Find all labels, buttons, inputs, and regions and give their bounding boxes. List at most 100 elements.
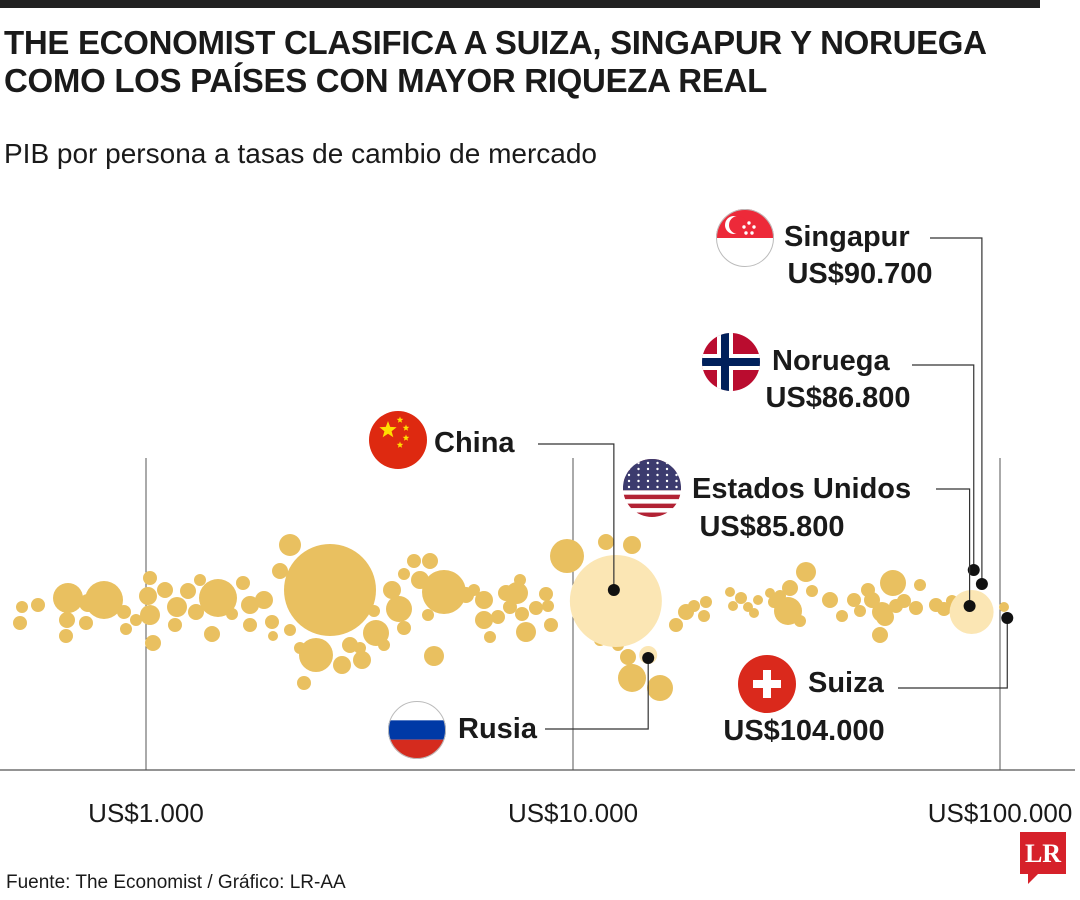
country-bubble bbox=[59, 612, 75, 628]
country-bubble bbox=[623, 536, 641, 554]
norway-value: US$86.800 bbox=[765, 382, 910, 414]
country-bubble bbox=[782, 580, 798, 596]
country-bubble bbox=[299, 638, 333, 672]
country-bubble bbox=[59, 629, 73, 643]
country-bubble bbox=[796, 562, 816, 582]
country-bubble bbox=[700, 596, 712, 608]
country-bubble bbox=[909, 601, 923, 615]
switzerland-label: Suiza bbox=[808, 667, 885, 699]
leader-lines bbox=[538, 237, 1014, 730]
country-bubble bbox=[514, 574, 526, 586]
country-bubble bbox=[620, 649, 636, 665]
usa-value: US$85.800 bbox=[699, 511, 844, 543]
country-bubble bbox=[31, 598, 45, 612]
country-bubble bbox=[544, 618, 558, 632]
country-bubble bbox=[422, 553, 438, 569]
axis-ticks: US$1.000 US$10.000 US$100.000 bbox=[88, 798, 1072, 828]
country-bubble bbox=[806, 585, 818, 597]
country-bubble bbox=[503, 600, 517, 614]
country-bubble bbox=[999, 602, 1009, 612]
norway-dot bbox=[967, 564, 980, 576]
china-leader bbox=[538, 443, 615, 590]
country-bubble bbox=[506, 582, 528, 604]
country-bubble bbox=[85, 581, 123, 619]
country-bubble bbox=[765, 588, 775, 598]
country-bubble bbox=[422, 570, 466, 614]
country-bubble bbox=[515, 607, 529, 621]
country-bubble bbox=[139, 587, 157, 605]
country-bubble bbox=[199, 579, 237, 617]
country-bubble bbox=[333, 656, 351, 674]
source-note: Fuente: The Economist / Gráfico: LR-AA bbox=[6, 872, 346, 893]
country-bubble bbox=[140, 605, 160, 625]
country-bubble bbox=[735, 592, 747, 604]
country-bubble bbox=[167, 597, 187, 617]
country-bubble bbox=[255, 591, 273, 609]
country-bubble bbox=[79, 616, 93, 630]
country-bubble bbox=[180, 583, 196, 599]
title-line-1: THE ECONOMIST CLASIFICA A SUIZA, SINGAPU… bbox=[4, 24, 987, 61]
country-bubble bbox=[354, 642, 366, 654]
country-bubble bbox=[117, 605, 131, 619]
country-bubble bbox=[145, 635, 161, 651]
chart-subtitle: PIB por persona a tasas de cambio de mer… bbox=[4, 138, 598, 169]
country-bubble bbox=[897, 594, 911, 608]
usa-label: Estados Unidos bbox=[692, 473, 911, 505]
country-bubble bbox=[236, 576, 250, 590]
usa-leader bbox=[936, 488, 971, 606]
country-bubble bbox=[880, 570, 906, 596]
logo-text: LR bbox=[1025, 839, 1061, 868]
country-bubble bbox=[226, 608, 238, 620]
russia-label: Rusia bbox=[458, 713, 538, 745]
switzerland-flag bbox=[738, 655, 796, 713]
country-bubble bbox=[268, 631, 278, 641]
country-bubble bbox=[698, 610, 710, 622]
country-bubble bbox=[188, 604, 204, 620]
switzerland-dot bbox=[1001, 612, 1014, 624]
norway-flag bbox=[702, 333, 760, 391]
country-bubble bbox=[16, 601, 28, 613]
singapore-flag bbox=[716, 209, 774, 267]
country-bubble bbox=[265, 615, 279, 629]
country-bubble bbox=[669, 618, 683, 632]
country-bubble bbox=[475, 591, 493, 609]
norway-leader bbox=[912, 364, 975, 570]
singapore-value: US$90.700 bbox=[787, 258, 932, 290]
country-bubble bbox=[542, 600, 554, 612]
country-bubble bbox=[284, 624, 296, 636]
top-rule bbox=[0, 0, 1040, 8]
chart-title: THE ECONOMIST CLASIFICA A SUIZA, SINGAPU… bbox=[4, 24, 1074, 100]
country-bubble bbox=[688, 600, 700, 612]
country-bubble bbox=[13, 616, 27, 630]
country-bubble bbox=[297, 676, 311, 690]
country-bubble bbox=[728, 601, 738, 611]
country-bubble bbox=[397, 621, 411, 635]
country-bubble bbox=[598, 534, 614, 550]
china-flag bbox=[369, 411, 427, 469]
country-bubble bbox=[157, 582, 173, 598]
russia-dot bbox=[642, 652, 655, 664]
country-bubble bbox=[475, 611, 493, 629]
country-bubble bbox=[350, 567, 366, 583]
norway-label: Noruega bbox=[772, 345, 891, 377]
russia-flag bbox=[388, 701, 446, 759]
country-bubble bbox=[822, 592, 838, 608]
country-bubble bbox=[914, 579, 926, 591]
country-bubble bbox=[422, 609, 434, 621]
country-bubble bbox=[383, 581, 401, 599]
country-bubble bbox=[130, 614, 142, 626]
country-bubble bbox=[120, 623, 132, 635]
country-bubble bbox=[550, 539, 584, 573]
country-bubble bbox=[794, 615, 806, 627]
country-bubble bbox=[342, 637, 358, 653]
country-bubble bbox=[53, 583, 83, 613]
singapore-label: Singapur bbox=[784, 221, 910, 253]
country-bubble bbox=[204, 626, 220, 642]
country-bubble bbox=[407, 554, 421, 568]
country-bubble bbox=[398, 568, 410, 580]
russia-leader bbox=[545, 658, 649, 730]
country-bubble bbox=[241, 596, 259, 614]
bubble-chart: US$1.000 US$10.000 US$100.000 China Rusia Si… bbox=[0, 209, 1075, 828]
singapore-leader bbox=[930, 237, 983, 584]
country-bubble bbox=[836, 610, 848, 622]
